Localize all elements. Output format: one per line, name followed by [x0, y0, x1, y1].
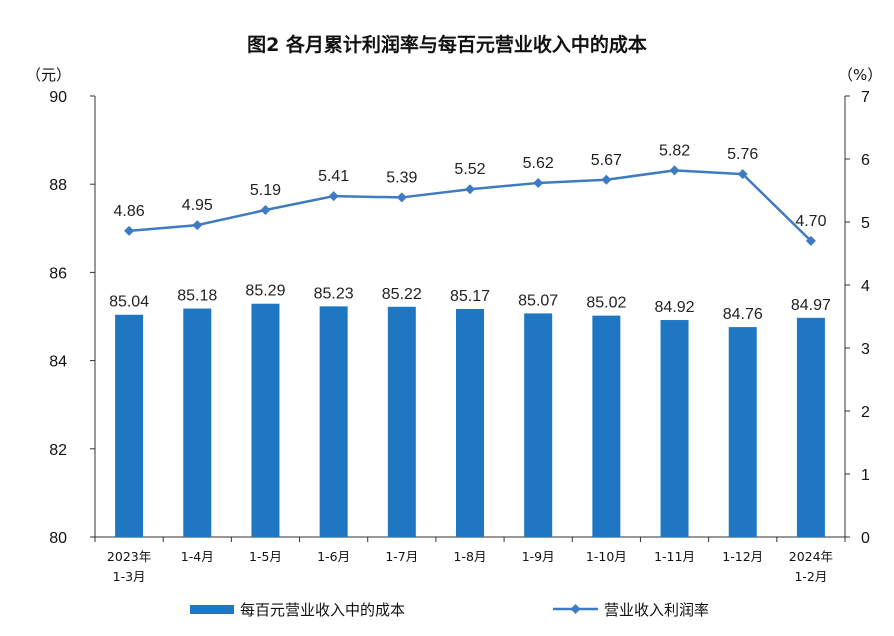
- bar: [592, 315, 621, 537]
- line-point: [328, 191, 339, 202]
- line-value-label: 5.39: [386, 169, 417, 186]
- right-tick-label: 2: [861, 404, 870, 421]
- x-tick-label: 1-10月: [586, 549, 627, 564]
- line-value-label: 5.67: [591, 152, 622, 169]
- chart-title: 图2 各月累计利润率与每百元营业收入中的成本: [247, 34, 647, 56]
- left-tick-label: 90: [49, 89, 67, 106]
- bar-value-label: 85.18: [177, 288, 217, 305]
- left-tick-label: 88: [49, 177, 67, 194]
- right-tick-label: 0: [861, 530, 870, 547]
- line-value-label: 5.19: [250, 182, 281, 199]
- x-tick-label: 1-5月: [249, 549, 282, 564]
- left-tick-label: 82: [49, 442, 67, 459]
- line-point: [396, 192, 407, 203]
- line-value-label: 4.95: [182, 197, 213, 214]
- line-value-label: 5.62: [523, 155, 554, 172]
- x-tick-label: 2023年: [107, 549, 151, 564]
- line-point: [669, 165, 680, 176]
- legend-marker-line: [570, 604, 581, 614]
- bar: [387, 306, 416, 537]
- bar: [319, 306, 348, 537]
- x-tick-label: 1-11月: [654, 549, 695, 564]
- x-tick-label: 1-7月: [385, 549, 418, 564]
- legend-label-bar: 每百元营业收入中的成本: [240, 601, 405, 619]
- bar-value-label: 85.17: [450, 288, 490, 305]
- line-value-label: 4.86: [114, 203, 145, 220]
- right-tick-label: 1: [861, 467, 870, 484]
- x-tick-label: 1-4月: [181, 549, 214, 564]
- x-tick-label: 1-2月: [794, 569, 827, 584]
- x-tick-label: 2024年: [789, 549, 833, 564]
- line-point: [192, 220, 203, 231]
- right-tick-label: 7: [861, 89, 870, 106]
- right-tick-label: 5: [861, 215, 870, 232]
- bar: [183, 308, 212, 537]
- bar-value-label: 85.04: [109, 294, 149, 311]
- bar-value-label: 84.97: [791, 297, 831, 314]
- bar-value-label: 85.29: [245, 283, 285, 300]
- bar: [728, 327, 757, 537]
- bar: [660, 320, 689, 537]
- legend-swatch-bar: [190, 605, 234, 614]
- bar-value-label: 84.76: [723, 306, 763, 323]
- line-value-label: 5.52: [454, 161, 485, 178]
- bar-value-label: 85.22: [382, 286, 422, 303]
- bar: [115, 314, 144, 537]
- left-tick-label: 80: [49, 530, 67, 547]
- right-tick-label: 4: [861, 278, 870, 295]
- profit-rate-line: [128, 169, 812, 242]
- line-value-label: 5.82: [659, 142, 690, 159]
- bar-value-label: 85.23: [314, 285, 354, 302]
- right-tick-label: 6: [861, 152, 870, 169]
- x-tick-label: 1-9月: [522, 549, 555, 564]
- bar: [251, 303, 280, 537]
- left-tick-label: 86: [49, 265, 67, 282]
- line-value-label: 5.76: [727, 146, 758, 163]
- line-point: [465, 184, 475, 195]
- x-tick-label: 1-12月: [722, 549, 763, 564]
- bar-value-label: 84.92: [655, 299, 695, 316]
- line-point: [533, 177, 544, 188]
- bar: [524, 313, 553, 537]
- bar: [796, 317, 825, 537]
- bar: [456, 309, 484, 537]
- line-point: [601, 174, 612, 185]
- bar-value-label: 85.07: [518, 292, 558, 309]
- line-value-label: 4.70: [795, 213, 826, 230]
- legend-label-line: 营业收入利润率: [604, 601, 709, 619]
- left-tick-label: 84: [49, 354, 67, 371]
- line-value-label: 5.41: [318, 168, 349, 185]
- x-tick-label: 1-3月: [113, 569, 146, 584]
- bar-value-label: 85.02: [586, 295, 626, 312]
- line-point: [737, 169, 748, 180]
- left-axis-unit: （元）: [26, 66, 71, 84]
- x-tick-label: 1-8月: [454, 549, 487, 564]
- right-tick-label: 3: [861, 341, 870, 358]
- x-tick-label: 1-6月: [317, 549, 350, 564]
- right-axis-unit: （%）: [838, 66, 882, 84]
- line-point: [124, 225, 135, 236]
- line-point: [805, 235, 816, 246]
- line-point: [260, 205, 271, 216]
